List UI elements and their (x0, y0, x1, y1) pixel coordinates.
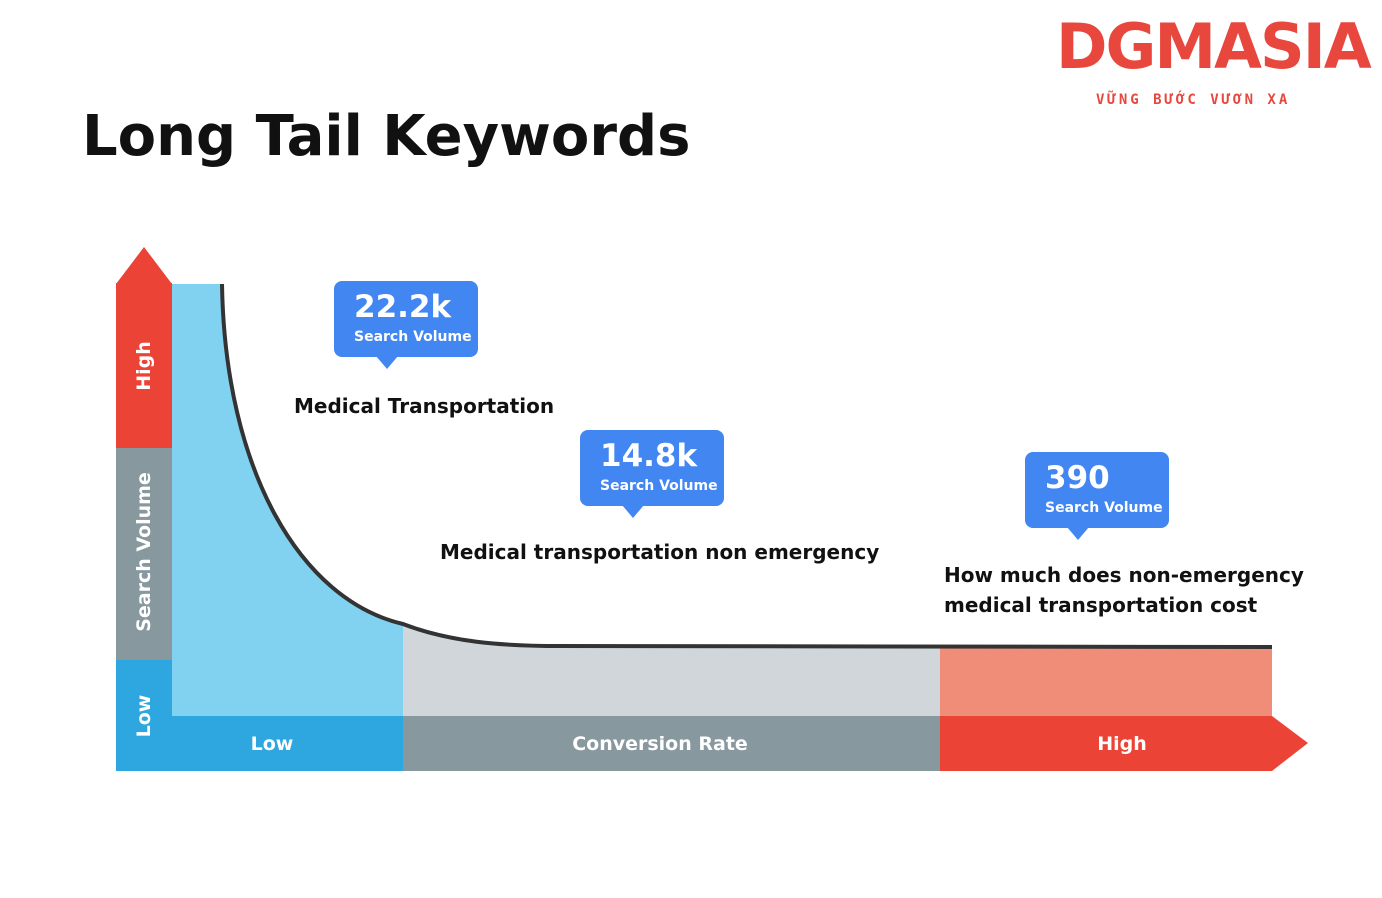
search-volume-unit: Search Volume (600, 478, 718, 494)
y-axis-mid-segment (116, 448, 172, 660)
dgmasia-logo: DGMASIA VỮNG BƯỚC VƯƠN XA (1052, 8, 1374, 114)
region-middle (403, 624, 940, 716)
search-volume-unit: Search Volume (1045, 500, 1163, 516)
x-axis-low-segment (172, 716, 403, 771)
page-title: Long Tail Keywords (82, 104, 691, 169)
region-tail (940, 647, 1272, 716)
search-volume-bubble: 14.8k Search Volume (580, 430, 724, 518)
keyword-label: Medical Transportation (294, 394, 555, 418)
y-axis-arrow-head (116, 247, 172, 284)
logo-wordmark: DGMASIA (1056, 10, 1372, 83)
search-volume-value: 14.8k (600, 438, 698, 474)
region-head (172, 284, 403, 716)
keyword-label: How much does non-emergency (944, 563, 1304, 587)
search-volume-unit: Search Volume (354, 329, 472, 345)
search-volume-value: 22.2k (354, 289, 452, 325)
x-axis-mid-segment (403, 716, 940, 771)
search-volume-bubble: 390 Search Volume (1025, 452, 1169, 540)
y-axis-title: Search Volume (133, 472, 155, 632)
keyword-label: medical transportation cost (944, 593, 1258, 617)
x-axis-high-segment-arrow (940, 716, 1308, 771)
long-tail-curve (220, 283, 1273, 649)
y-axis-low-segment (116, 660, 172, 771)
x-axis-high-label: High (1097, 733, 1147, 755)
search-volume-value: 390 (1045, 460, 1110, 496)
y-axis-high-segment (116, 283, 172, 448)
logo-tagline: VỮNG BƯỚC VƯƠN XA (1096, 92, 1291, 108)
x-axis-low-label: Low (250, 733, 294, 755)
search-volume-bubble: 22.2k Search Volume (334, 281, 478, 369)
keyword-label: Medical transportation non emergency (440, 540, 880, 564)
x-axis-title: Conversion Rate (572, 733, 748, 755)
y-axis-high-label: High (133, 341, 155, 391)
y-axis-low-label: Low (133, 694, 155, 738)
